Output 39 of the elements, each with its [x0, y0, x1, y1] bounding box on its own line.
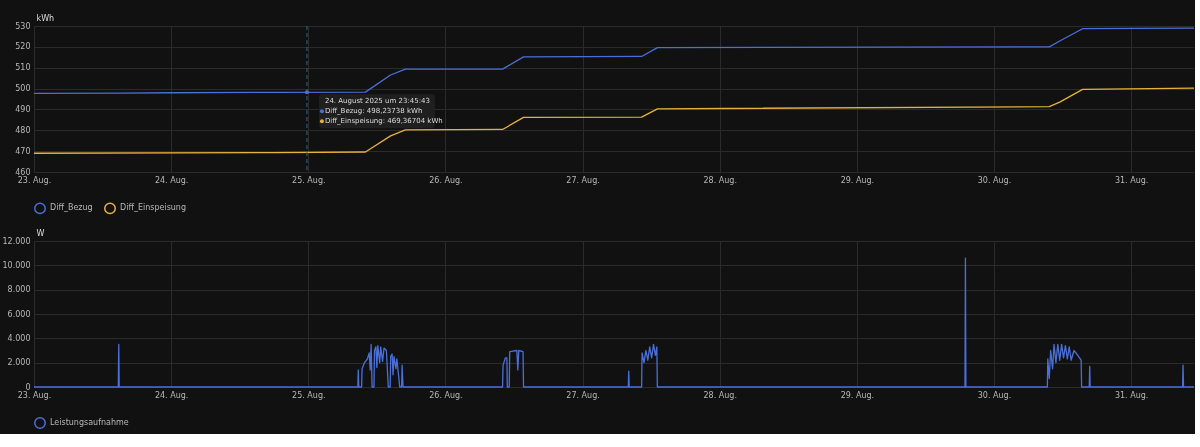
x-tick-label: 24. Aug. — [154, 175, 189, 185]
x-tick-label: 31. Aug. — [1114, 390, 1149, 400]
x-tick-label: 30. Aug. — [977, 175, 1012, 185]
y-tick-label: 10.000 — [2, 260, 31, 270]
y-tick-label: 510 — [15, 63, 31, 73]
x-tick-label: 23. Aug. — [17, 390, 52, 400]
x-tick-label: 23. Aug. — [17, 175, 52, 185]
x-tick-label: 28. Aug. — [703, 390, 737, 400]
x-tick-label: 29. Aug. — [840, 390, 875, 400]
x-tick-label: 27. Aug. — [566, 390, 600, 400]
y-tick-label: 0 — [25, 382, 31, 392]
y-tick-label: 500 — [15, 84, 31, 94]
y-tick-label: 12.000 — [2, 236, 31, 246]
x-tick-label: 31. Aug. — [1114, 175, 1149, 185]
x-tick-label: 25. Aug. — [292, 390, 326, 400]
legend-label: Diff_Bezug — [50, 203, 93, 213]
legend-label: Diff_Einspeisung — [120, 203, 187, 213]
y-tick-label: 480 — [15, 125, 31, 135]
y-tick-label: 2.000 — [7, 358, 31, 368]
x-tick-label: 24. Aug. — [154, 390, 189, 400]
y-tick-label: 8.000 — [7, 285, 31, 295]
y-tick-label: 460 — [15, 167, 31, 177]
y-tick-label: 4.000 — [7, 333, 31, 343]
y-tick-label: 530 — [15, 21, 31, 31]
x-tick-label: 29. Aug. — [840, 175, 875, 185]
y-tick-label: 6.000 — [7, 309, 31, 319]
x-tick-label: 25. Aug. — [292, 175, 326, 185]
x-tick-label: 30. Aug. — [977, 390, 1012, 400]
y-tick-label: 520 — [15, 42, 31, 52]
x-tick-label: 26. Aug. — [429, 175, 463, 185]
y-tick-label: 470 — [15, 146, 31, 156]
legend-label: Leistungsaufnahme — [50, 418, 129, 427]
x-tick-label: 28. Aug. — [703, 175, 737, 185]
y-axis-title: W — [36, 228, 45, 238]
x-tick-label: 26. Aug. — [429, 390, 463, 400]
y-axis-title: kWh — [36, 13, 55, 23]
x-tick-label: 27. Aug. — [566, 175, 600, 185]
y-tick-label: 490 — [15, 104, 31, 114]
line-series — [33, 87, 1195, 154]
